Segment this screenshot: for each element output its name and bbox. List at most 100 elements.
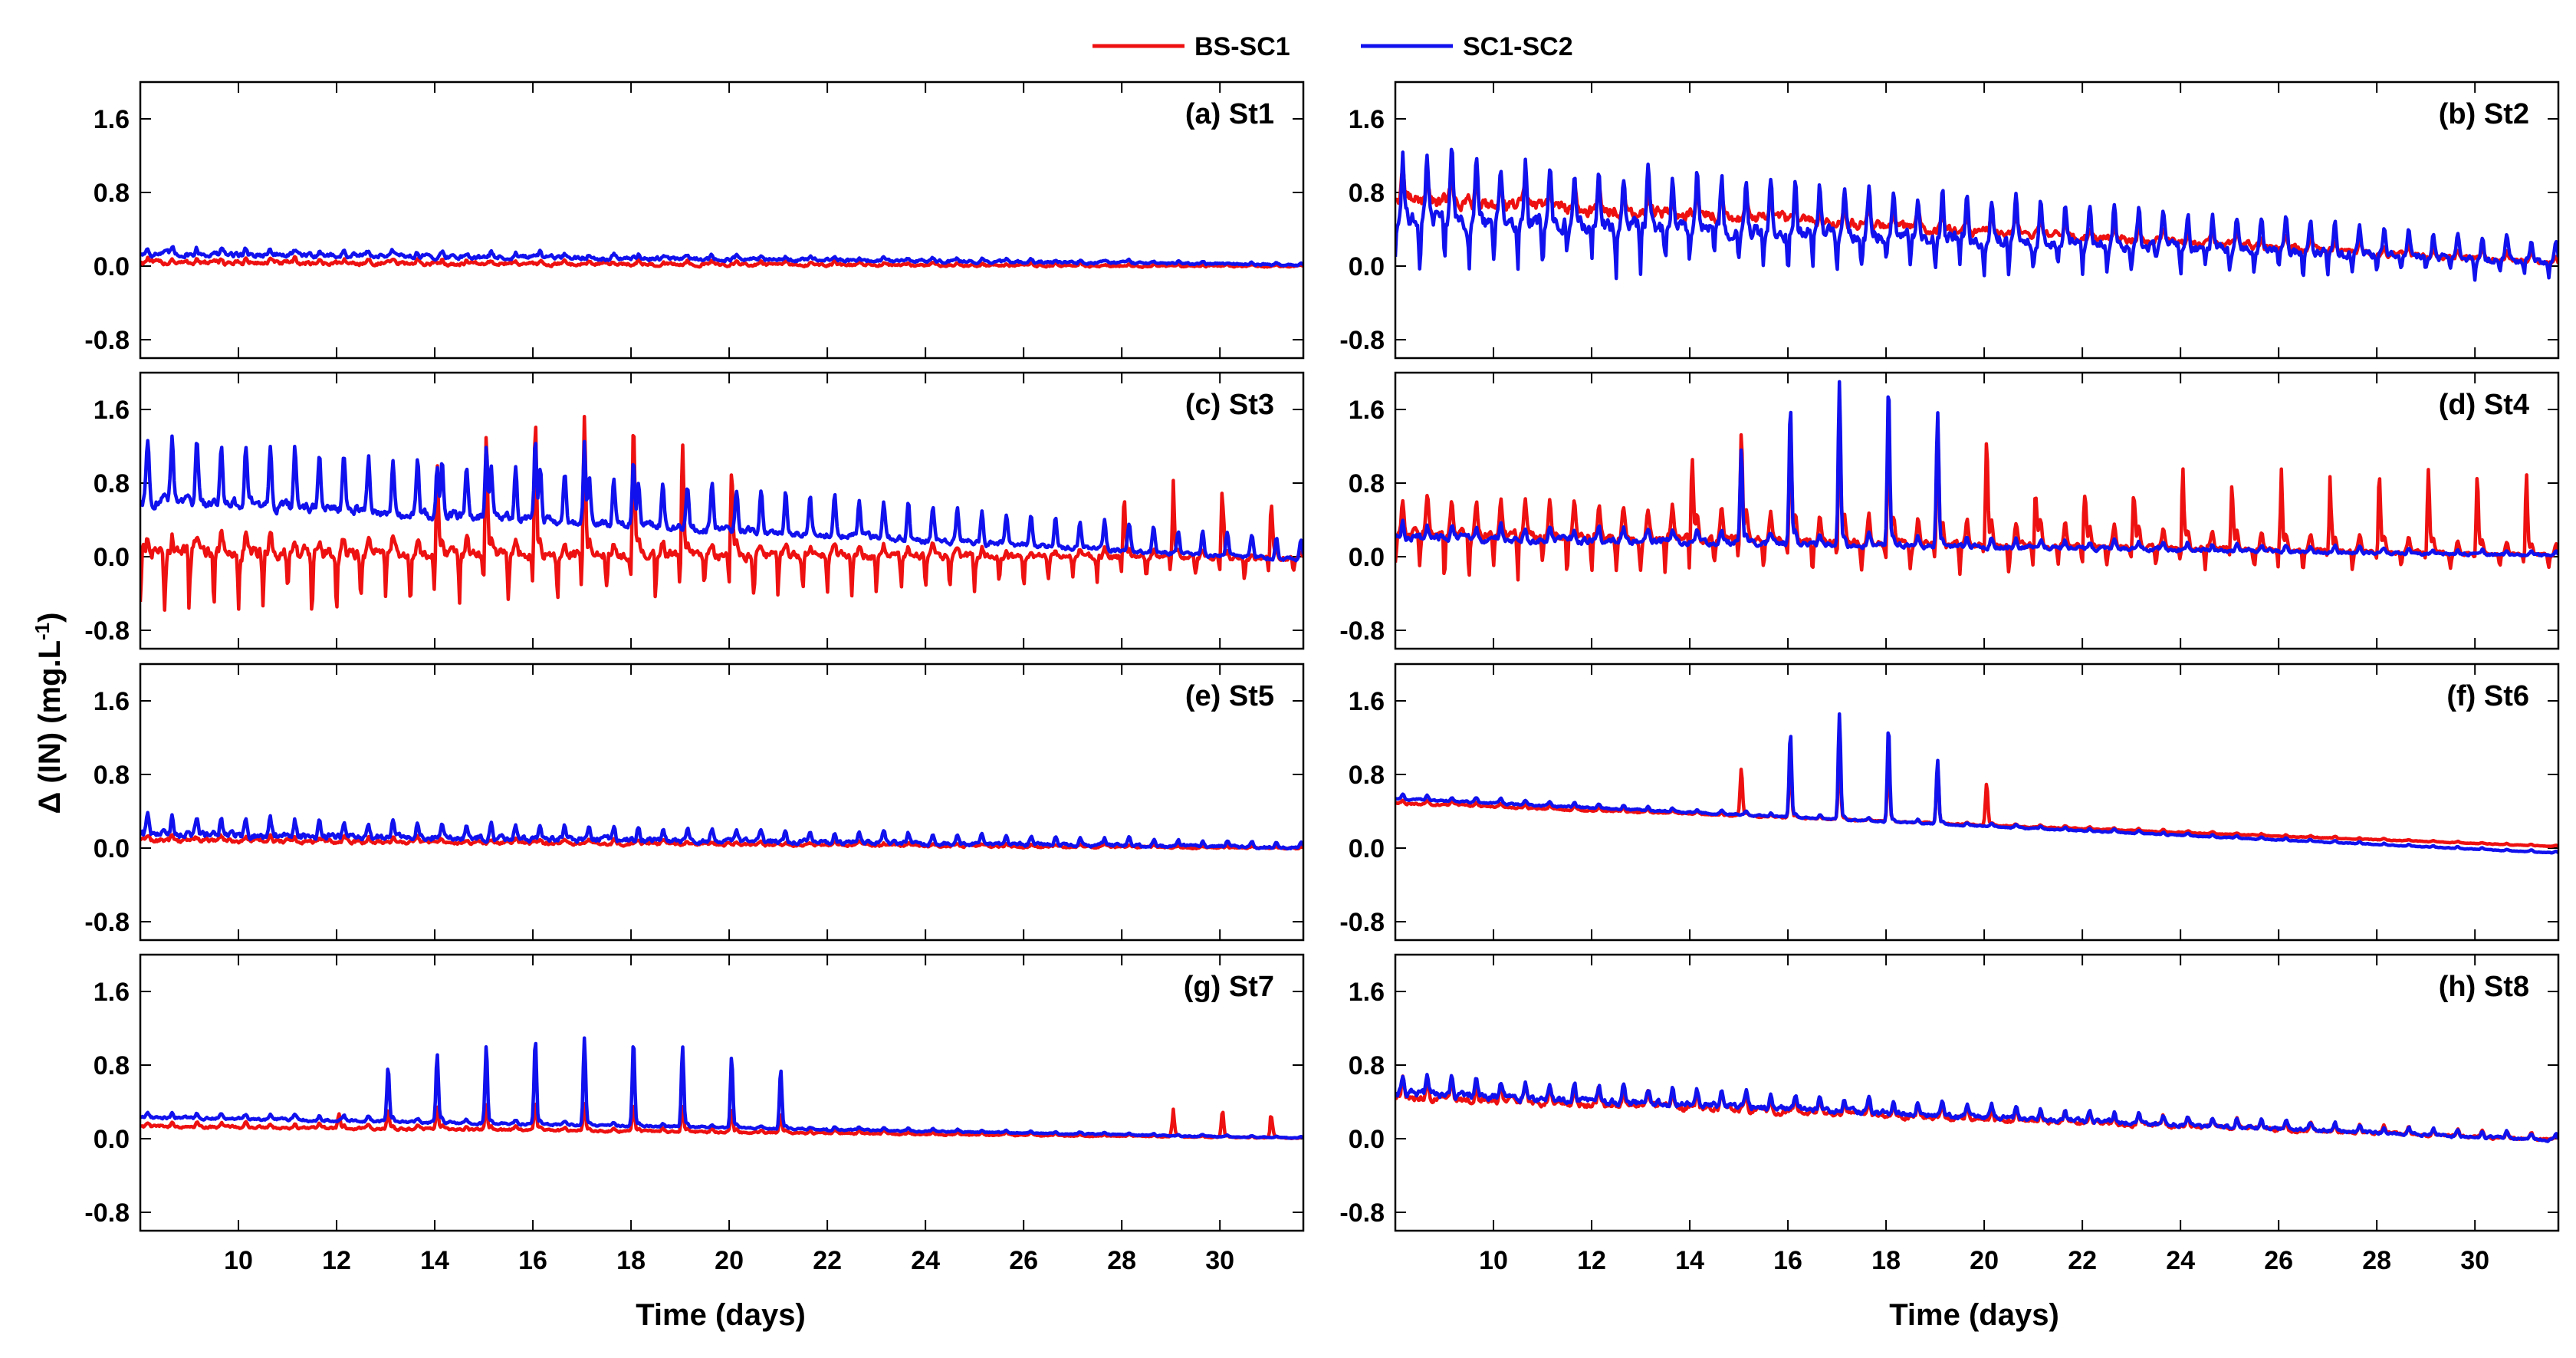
panel-4-series-sc1-sc2	[1395, 380, 2558, 558]
panel-5-ytick-label-3: 1.6	[94, 687, 130, 716]
panel-8-xtick-label-10: 30	[2460, 1246, 2489, 1275]
panel-7-ytick-label-2: 0.8	[94, 1051, 130, 1080]
panel-6-series-sc1-sc2	[1395, 712, 2558, 855]
legend: BS-SC1 SC1-SC2	[1092, 32, 1573, 61]
panel-8-ytick-label-3: 1.6	[1349, 978, 1385, 1007]
panel-4-ytick-label-2: 0.8	[1349, 469, 1385, 498]
panel-8-xtick-label-2: 14	[1675, 1246, 1704, 1275]
y-axis-label: Δ (IN) (mg.L-1)	[31, 613, 67, 814]
panel-4: -0.8 0.0 0.8 1.6 (d) St4	[1339, 371, 2560, 650]
panel-4-ytick-label-1: 0.0	[1349, 543, 1385, 572]
panel-1-ytick-label-1: 0.0	[94, 252, 130, 281]
panel-7: -0.8 0.0 0.8 1.6 10 12 14 16 18 20 22 24 26 28 30 (g) S…	[84, 953, 1305, 1275]
panel-6-frame	[1394, 663, 2560, 942]
panel-8-xtick-label-3: 16	[1773, 1246, 1802, 1275]
panel-5-ytick-label-2: 0.8	[94, 761, 130, 790]
panel-8-xtick-label-8: 26	[2264, 1246, 2293, 1275]
panel-2-frame	[1394, 81, 2560, 360]
panel-8: -0.8 0.0 0.8 1.6 10 12 14 16 18 20 22 24 26 28 30 (h) S…	[1339, 953, 2560, 1275]
panel-7-xtick-label-10: 30	[1205, 1246, 1234, 1275]
panel-1-series-bs-sc1	[140, 255, 1303, 269]
panel-2-ytick-label-1: 0.0	[1349, 252, 1385, 281]
panel-2: -0.8 0.0 0.8 1.6 (b) St2	[1339, 81, 2560, 360]
panel-7-xtick-label-3: 16	[518, 1246, 547, 1275]
x-axis-label-right: Time (days)	[1889, 1298, 2059, 1332]
legend-label-bs-sc1: BS-SC1	[1194, 32, 1290, 61]
panel-3: -0.8 0.0 0.8 1.6 (c) St3	[84, 371, 1305, 650]
panel-7-xtick-label-2: 14	[420, 1246, 449, 1275]
panel-3-ytick-label-1: 0.0	[94, 543, 130, 572]
panel-8-ytick-label-2: 0.8	[1349, 1051, 1385, 1080]
panel-2-series-bs-sc1	[1395, 166, 2558, 266]
panel-4-frame	[1394, 371, 2560, 650]
panel-3-ytick-label-3: 1.6	[94, 396, 130, 425]
panel-7-xtick-label-8: 26	[1009, 1246, 1038, 1275]
panel-4-ytick-label-3: 1.6	[1349, 396, 1385, 425]
x-axis-label-left: Time (days)	[636, 1298, 806, 1332]
panel-5-title: (e) St5	[1185, 680, 1274, 712]
panel-7-ytick-label-3: 1.6	[94, 978, 130, 1007]
panel-1-ytick-label-0: -0.8	[84, 326, 130, 355]
panel-5-ytick-label-0: -0.8	[84, 908, 130, 937]
legend-label-sc1-sc2: SC1-SC2	[1463, 32, 1573, 61]
panel-4-series-bs-sc1	[1395, 402, 2558, 582]
panel-8-frame	[1394, 953, 2560, 1232]
y-axis-label-end: )	[33, 613, 67, 623]
panel-1-ytick-label-2: 0.8	[94, 179, 130, 208]
panel-7-ytick-label-0: -0.8	[84, 1199, 130, 1228]
panel-5-frame	[139, 663, 1305, 942]
panel-3-title: (c) St3	[1185, 389, 1274, 421]
panel-7-ytick-label-1: 0.0	[94, 1125, 130, 1154]
panel-7-xtick-label-7: 24	[911, 1246, 940, 1275]
y-axis-label-main: Δ (IN) (mg.L	[33, 640, 67, 814]
panel-8-xtick-label-6: 22	[2068, 1246, 2097, 1275]
panel-6-ytick-label-0: -0.8	[1339, 908, 1385, 937]
panel-1-series-sc1-sc2	[140, 245, 1303, 268]
panel-8-xtick-label-1: 12	[1577, 1246, 1606, 1275]
panel-8-series-sc1-sc2	[1395, 1073, 2558, 1143]
panel-8-xtick-label-0: 10	[1479, 1246, 1508, 1275]
panel-6-ytick-label-1: 0.0	[1349, 834, 1385, 863]
panel-7-xtick-label-1: 12	[322, 1246, 351, 1275]
panel-8-ytick-label-1: 0.0	[1349, 1125, 1385, 1154]
panel-8-xtick-label-4: 18	[1871, 1246, 1901, 1275]
panels-group: -0.8 0.0 0.8 1.6 (a) St1 -0.8 0.0 0.8 1.6 (b) St2…	[84, 81, 2560, 1275]
panel-1-title: (a) St1	[1185, 98, 1274, 130]
panel-4-title: (d) St4	[2439, 389, 2529, 421]
y-axis-label-superscript: -1	[31, 623, 54, 640]
panel-2-ytick-label-3: 1.6	[1349, 105, 1385, 134]
panel-3-ytick-label-2: 0.8	[94, 469, 130, 498]
panel-6-title: (f) St6	[2446, 680, 2529, 712]
panel-3-ytick-label-0: -0.8	[84, 617, 130, 646]
panel-2-ytick-label-2: 0.8	[1349, 179, 1385, 208]
panel-7-xtick-label-0: 10	[224, 1246, 253, 1275]
panel-5-series-sc1-sc2	[140, 811, 1303, 851]
panel-2-ytick-label-0: -0.8	[1339, 326, 1385, 355]
panel-7-xtick-label-5: 20	[715, 1246, 744, 1275]
panel-3-frame	[139, 371, 1305, 650]
panel-8-xtick-label-9: 28	[2362, 1246, 2391, 1275]
panel-3-series-sc1-sc2	[140, 434, 1303, 563]
panel-5-ytick-label-1: 0.0	[94, 834, 130, 863]
panel-6: -0.8 0.0 0.8 1.6 (f) St6	[1339, 663, 2560, 942]
panel-7-xtick-label-6: 22	[813, 1246, 842, 1275]
panel-2-series-sc1-sc2	[1395, 147, 2558, 282]
panel-6-series-bs-sc1	[1395, 749, 2558, 848]
panel-6-ytick-label-2: 0.8	[1349, 761, 1385, 790]
panel-7-series-sc1-sc2	[140, 1036, 1303, 1140]
panel-8-ytick-label-0: -0.8	[1339, 1199, 1385, 1228]
panel-6-ytick-label-3: 1.6	[1349, 687, 1385, 716]
panel-1-ytick-label-3: 1.6	[94, 105, 130, 134]
panel-1: -0.8 0.0 0.8 1.6 (a) St1	[84, 81, 1305, 360]
panel-8-xtick-label-5: 20	[1970, 1246, 1999, 1275]
panel-4-ytick-label-0: -0.8	[1339, 617, 1385, 646]
panel-3-series-bs-sc1	[140, 415, 1303, 612]
panel-7-xtick-label-9: 28	[1107, 1246, 1136, 1275]
panel-7-frame	[139, 953, 1305, 1232]
panel-1-frame	[139, 81, 1305, 360]
panel-8-xtick-label-7: 24	[2166, 1246, 2195, 1275]
panel-8-title: (h) St8	[2439, 971, 2529, 1003]
panel-2-title: (b) St2	[2439, 98, 2529, 130]
panel-5: -0.8 0.0 0.8 1.6 (e) St5	[84, 663, 1305, 942]
